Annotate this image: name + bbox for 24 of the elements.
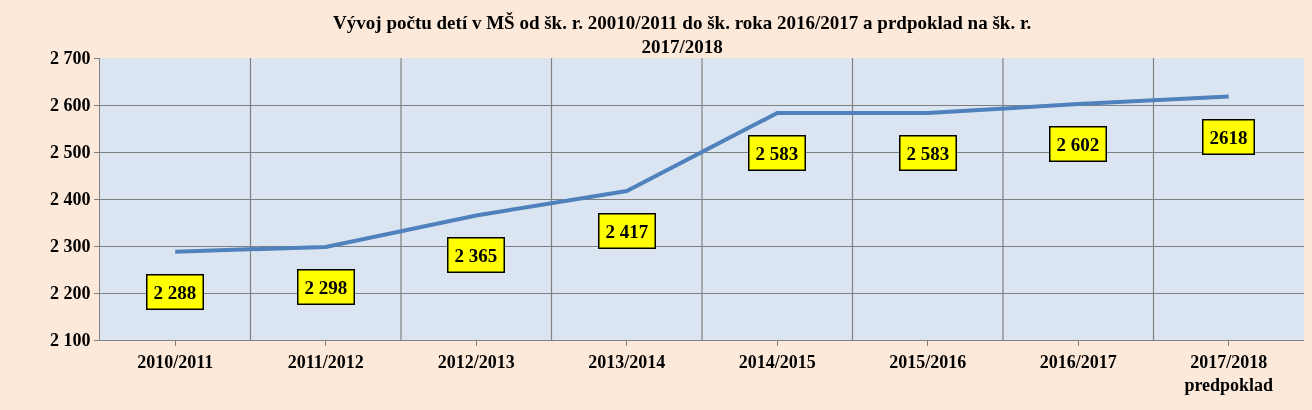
data-label: 2 288 [153, 281, 197, 303]
data-label: 2 583 [755, 142, 799, 164]
y-tick-label: 2 500 [49, 142, 91, 163]
y-tick-label: 2 600 [49, 95, 91, 116]
x-tick-label: 2015/2016 [889, 351, 967, 372]
x-tick-label: 2013/2014 [588, 351, 666, 372]
y-tick-label: 2 400 [49, 189, 91, 210]
data-label: 2 583 [906, 142, 950, 164]
x-tick-label: 2017/2018 predpoklad [1184, 351, 1274, 395]
data-label: 2618 [1209, 126, 1248, 148]
y-tick-label: 2 200 [49, 283, 91, 304]
data-label: 2 417 [605, 220, 649, 242]
y-tick-label: 2 100 [49, 330, 91, 351]
chart-title: Vývoj počtu detí v MŠ od šk. r. 20010/2011 do šk. roka 2016/2017 a prdpoklad na šk. r. 2017/2018 [333, 11, 1032, 58]
y-tick-label: 2 300 [49, 236, 91, 257]
data-label: 2 365 [454, 244, 498, 266]
x-tick-label: 2010/2011 [137, 351, 214, 372]
data-label: 2 298 [304, 276, 348, 298]
x-tick-label: 2014/2015 [738, 351, 816, 372]
data-label: 2 602 [1056, 133, 1100, 155]
x-tick-label: 2012/2013 [437, 351, 515, 372]
x-tick-label: 2011/2012 [287, 351, 364, 372]
y-tick-label: 2 700 [49, 48, 91, 69]
x-tick-label: 2016/2017 [1039, 351, 1117, 372]
